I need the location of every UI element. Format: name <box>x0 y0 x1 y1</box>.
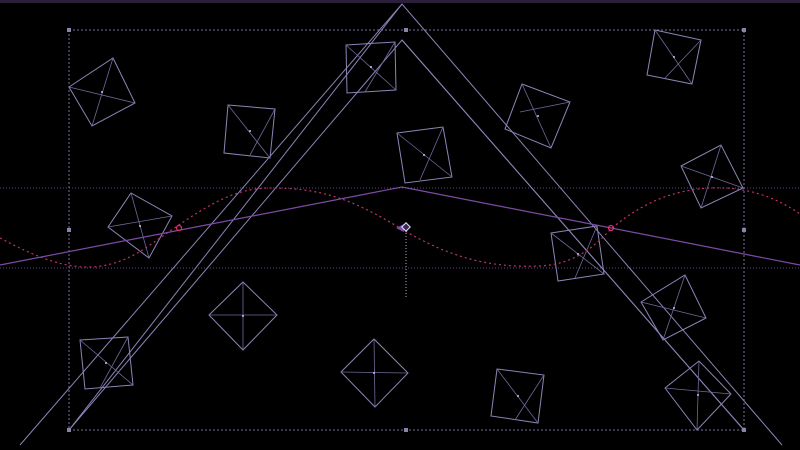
square-shape-8[interactable] <box>107 192 173 259</box>
circle-marker-icon[interactable] <box>607 224 615 232</box>
circle-marker-icon[interactable] <box>175 224 183 232</box>
square-shape-14[interactable] <box>490 368 545 424</box>
triangle-shape[interactable] <box>19 3 783 446</box>
sine-wave-path[interactable] <box>0 187 800 268</box>
crosshair-pivot-icon[interactable] <box>396 222 411 232</box>
square-shape-13[interactable] <box>340 338 409 408</box>
handle-top-center[interactable] <box>404 28 408 32</box>
square-shape-1[interactable] <box>68 57 136 127</box>
handle-top-right[interactable] <box>742 28 746 32</box>
square-shape-12[interactable] <box>79 336 134 390</box>
square-shape-15[interactable] <box>664 360 732 431</box>
square-shape-11[interactable] <box>640 274 707 341</box>
handle-middle-right[interactable] <box>742 228 746 232</box>
square-shape-3[interactable] <box>345 41 397 94</box>
square-shape-7[interactable] <box>680 144 744 209</box>
square-shape-4[interactable] <box>396 126 453 184</box>
handle-middle-left[interactable] <box>67 228 71 232</box>
zigzag-path[interactable] <box>0 186 800 266</box>
handle-bottom-center[interactable] <box>404 428 408 432</box>
square-shape-5[interactable] <box>504 83 571 149</box>
top-strip <box>0 0 800 3</box>
square-shape-9[interactable] <box>550 225 605 282</box>
square-shape-6[interactable] <box>646 29 702 85</box>
square-shape-10[interactable] <box>208 281 278 351</box>
square-shape-2[interactable] <box>223 104 276 159</box>
handle-top-left[interactable] <box>67 28 71 32</box>
